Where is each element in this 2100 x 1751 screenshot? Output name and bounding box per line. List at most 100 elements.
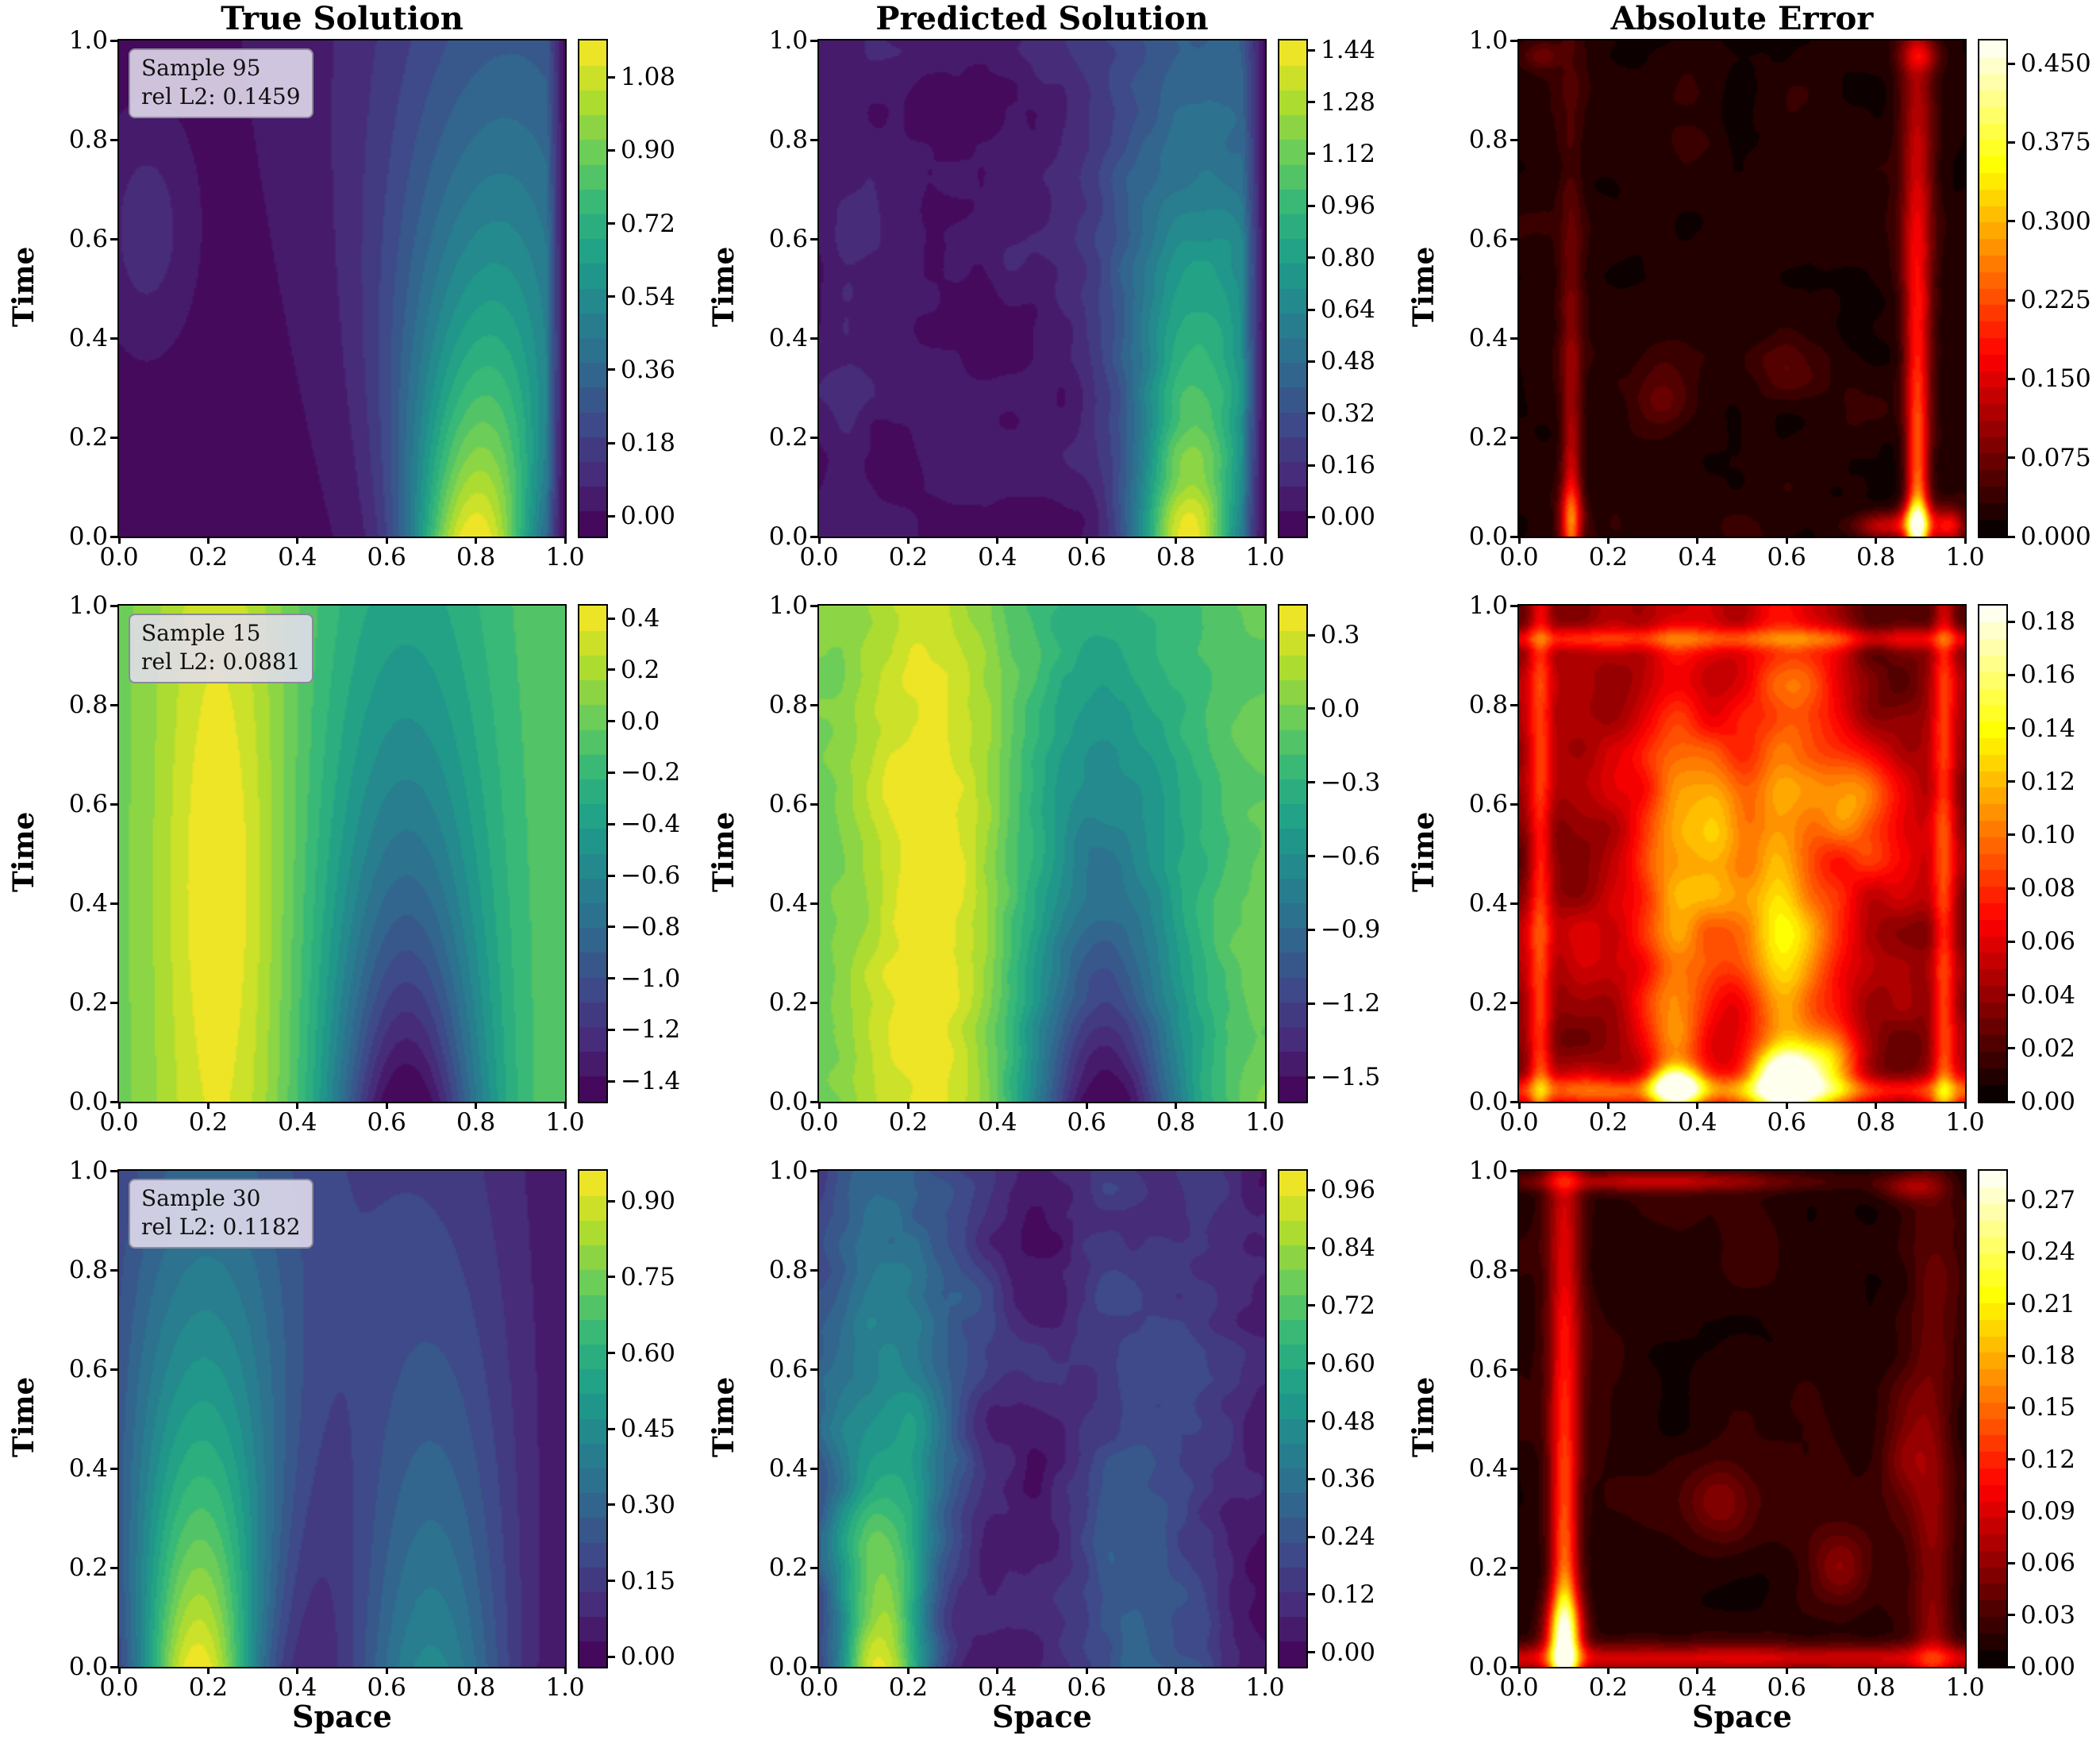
y-tick-mark xyxy=(810,1001,817,1004)
x-tick-mark xyxy=(1517,1667,1521,1674)
y-tick-label: 0.2 xyxy=(1468,988,1508,1017)
colorbar-tick-label: 0.075 xyxy=(2021,443,2091,472)
colorbar-tick-mark xyxy=(2008,1354,2015,1357)
colorbar-tick-label: 0.2 xyxy=(621,655,660,684)
x-tick-label: 0.2 xyxy=(188,1673,229,1702)
x-tick-mark xyxy=(206,537,210,544)
colorbar-tick-label: −0.4 xyxy=(621,810,681,839)
y-tick-mark xyxy=(110,535,117,538)
colorbar-tick-label: −1.2 xyxy=(1321,989,1381,1018)
y-tick-mark xyxy=(1510,436,1517,439)
colorbar-tick-mark xyxy=(1308,1188,1315,1191)
colorbar-tick-mark xyxy=(608,368,615,371)
x-tick-mark xyxy=(1517,1102,1521,1109)
x-tick-mark xyxy=(1263,1102,1267,1109)
colorbar-tick-mark xyxy=(1308,1076,1315,1079)
x-tick-label: 0.6 xyxy=(1067,1108,1106,1137)
y-tick-label: 0.2 xyxy=(68,423,108,452)
colorbar-tick-mark xyxy=(1308,707,1315,710)
y-tick-mark xyxy=(810,1467,817,1470)
plot-area xyxy=(817,1169,1267,1668)
y-tick-label: 0.0 xyxy=(68,1087,108,1116)
heatmap-canvas xyxy=(1519,40,1965,537)
colorbar-tick-mark xyxy=(1308,412,1315,415)
x-tick-mark xyxy=(817,537,821,544)
colorbar-tick-label: 0.48 xyxy=(1321,347,1376,376)
x-tick-label: 0.8 xyxy=(1856,543,1896,571)
colorbar-tick-label: 0.15 xyxy=(621,1566,676,1595)
y-tick-mark xyxy=(1510,1665,1517,1668)
y-tick-label: 0.0 xyxy=(68,1653,108,1681)
colorbar-tick-mark xyxy=(608,1503,615,1507)
x-tick-mark xyxy=(817,1667,821,1674)
colorbar-tick-mark xyxy=(1308,1477,1315,1480)
colorbar-tick-label: −1.2 xyxy=(621,1015,681,1045)
colorbar-tick-mark xyxy=(608,1580,615,1583)
colorbar-tick-mark xyxy=(2008,887,2015,890)
colorbar-tick-label: 0.02 xyxy=(2021,1033,2076,1063)
colorbar-tick-label: 0.375 xyxy=(2021,128,2091,157)
colorbar-tick-label: 0.08 xyxy=(2021,874,2076,903)
subplot: Time Space 0.0 0.2 0.4 0.6 0.8 1.0 0.0 0.2 0.4 0.… xyxy=(700,1130,1400,1734)
x-tick-mark xyxy=(906,537,910,544)
colorbar-tick-label: 0.0 xyxy=(621,706,660,736)
x-tick-label: 0.4 xyxy=(978,543,1017,571)
y-axis-label: Time xyxy=(707,246,740,328)
y-axis-label: Time xyxy=(707,811,740,893)
colorbar-tick-label: 0.24 xyxy=(2021,1237,2076,1267)
colorbar-tick-mark xyxy=(2008,1100,2015,1103)
x-tick-label: 0.8 xyxy=(456,543,496,571)
y-tick-mark xyxy=(1510,237,1517,241)
colorbar-tick-label: −1.4 xyxy=(621,1067,681,1096)
x-tick-mark xyxy=(1963,537,1967,544)
rel-l2-label: rel L2: 0.1182 xyxy=(141,1213,301,1240)
colorbar-tick-label: 0.00 xyxy=(621,502,676,531)
y-axis-label: Time xyxy=(1407,246,1440,328)
colorbar-tick-label: 0.54 xyxy=(621,282,676,311)
colorbar-tick-mark xyxy=(1308,204,1315,207)
colorbar-tick-mark xyxy=(2008,140,2015,144)
y-tick-label: 0.8 xyxy=(68,691,108,719)
colorbar-tick-mark xyxy=(608,514,615,518)
x-tick-mark xyxy=(206,1102,210,1109)
colorbar-tick-mark xyxy=(2008,1665,2015,1668)
colorbar-tick-mark xyxy=(2008,1458,2015,1461)
colorbar-tick-mark xyxy=(2008,298,2015,302)
colorbar-tick-mark xyxy=(1308,360,1315,363)
colorbar-tick-mark xyxy=(608,1028,615,1031)
colorbar-tick-mark xyxy=(1308,515,1315,518)
subplot: Time 0.0 0.2 0.4 0.6 0.8 1.0 0.0 0.2 0.4 0.6 0.8 1.… xyxy=(1400,565,2100,1137)
y-axis-label: Time xyxy=(1407,811,1440,893)
y-tick-label: 0.8 xyxy=(1468,691,1508,719)
y-tick-label: 0.8 xyxy=(768,1256,808,1284)
x-tick-label: 0.8 xyxy=(1856,1108,1896,1137)
x-tick-label: 0.4 xyxy=(978,1673,1017,1702)
x-tick-label: 0.8 xyxy=(456,1108,496,1137)
y-tick-mark xyxy=(110,902,117,905)
rel-l2-label: rel L2: 0.1459 xyxy=(141,83,301,110)
y-tick-label: 0.4 xyxy=(768,889,808,918)
y-tick-mark xyxy=(1510,138,1517,141)
y-tick-label: 0.2 xyxy=(68,1553,108,1582)
y-tick-label: 0.4 xyxy=(768,324,808,352)
colorbar-tick-mark xyxy=(608,75,615,79)
colorbar-tick-label: 1.12 xyxy=(1321,139,1376,168)
x-tick-mark xyxy=(385,537,388,544)
x-tick-mark xyxy=(1606,1102,1610,1109)
colorbar-tick-label: −1.0 xyxy=(621,964,681,993)
y-tick-label: 1.0 xyxy=(768,26,808,55)
colorbar-tick-mark xyxy=(608,822,615,825)
colorbar-tick-label: 0.06 xyxy=(2021,927,2076,956)
y-tick-mark xyxy=(110,1665,117,1668)
x-tick-label: 0.6 xyxy=(1767,1108,1806,1137)
y-tick-mark xyxy=(110,237,117,241)
colorbar-tick-mark xyxy=(2008,377,2015,380)
x-tick-label: 0.6 xyxy=(1067,1673,1106,1702)
colorbar-tick-mark xyxy=(1308,1362,1315,1365)
y-tick-label: 0.0 xyxy=(768,1087,808,1116)
x-tick-mark xyxy=(1696,1102,1699,1109)
heatmap-canvas xyxy=(819,1171,1265,1667)
x-tick-mark xyxy=(117,1102,121,1109)
y-tick-label: 0.0 xyxy=(68,522,108,551)
x-tick-label: 0.4 xyxy=(278,543,317,571)
